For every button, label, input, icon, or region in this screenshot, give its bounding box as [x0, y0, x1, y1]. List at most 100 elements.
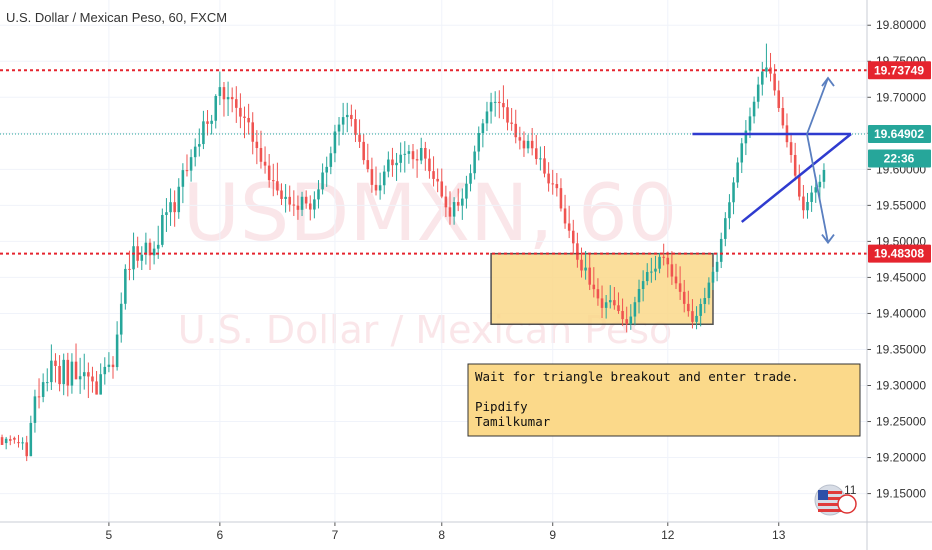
note-line: Wait for triangle breakout and enter tra… — [475, 369, 799, 384]
candle-body — [744, 130, 748, 144]
candle — [132, 232, 135, 281]
candle-body — [382, 171, 386, 186]
candle-body — [25, 442, 28, 457]
candle — [337, 117, 341, 146]
candle — [469, 164, 472, 192]
candle — [695, 306, 698, 330]
candle-body — [761, 71, 764, 85]
x-tick-label: 8 — [438, 528, 445, 542]
candle — [25, 435, 28, 462]
candle-body — [17, 442, 20, 444]
candle-body — [362, 141, 365, 161]
candle-body — [740, 143, 744, 163]
candle — [703, 287, 707, 314]
candle-body — [461, 198, 464, 206]
candle-body — [124, 268, 127, 304]
candle — [185, 154, 189, 177]
candle — [214, 94, 218, 129]
candle-body — [292, 204, 296, 206]
candle-body — [818, 181, 822, 188]
candle-body — [230, 97, 234, 100]
candle — [728, 194, 731, 230]
candle — [633, 296, 637, 326]
candle-body — [276, 181, 279, 191]
candle-body — [452, 202, 456, 217]
candle-body — [666, 257, 670, 265]
candle — [645, 263, 649, 286]
candle — [210, 114, 213, 135]
candle-body — [798, 175, 801, 197]
candle-body — [539, 158, 542, 160]
candle-body — [806, 201, 809, 211]
candle-body — [510, 122, 513, 124]
candle-body — [477, 133, 481, 152]
candle-body — [337, 124, 341, 132]
candle-body — [637, 289, 641, 303]
candle-body — [8, 439, 12, 441]
candle — [547, 162, 550, 192]
candle-body — [592, 284, 596, 290]
candle-body — [633, 302, 637, 317]
candle-body — [419, 148, 423, 161]
candle — [391, 147, 394, 177]
candle — [424, 141, 427, 171]
price-tag-bg — [868, 149, 931, 168]
candle — [193, 138, 197, 167]
price-tag-label: 19.48308 — [874, 247, 924, 261]
levels — [0, 69, 867, 255]
candle — [222, 82, 226, 117]
candle-body — [580, 259, 583, 271]
candle-body — [559, 188, 563, 209]
candle — [41, 373, 45, 403]
candle — [165, 198, 168, 232]
candle — [625, 306, 628, 333]
candle-body — [152, 248, 156, 256]
price-tag-bg — [868, 125, 931, 144]
candle — [280, 183, 283, 206]
candle-body — [374, 184, 378, 191]
candle — [687, 290, 690, 317]
candle-body — [440, 181, 444, 197]
candle — [761, 61, 764, 96]
candle-body — [300, 196, 304, 210]
candle — [604, 295, 608, 319]
candle — [818, 174, 822, 199]
grid — [0, 0, 867, 522]
candle — [699, 298, 702, 327]
candle-body — [571, 230, 575, 244]
candle-body — [756, 84, 760, 102]
candle-body — [588, 267, 591, 285]
candle-body — [407, 151, 411, 154]
candle-body — [391, 159, 394, 166]
candle — [300, 191, 304, 217]
candle — [354, 109, 357, 143]
candle-body — [247, 117, 250, 123]
candle-body — [181, 170, 185, 187]
note-box: Wait for triangle breakout and enter tra… — [467, 363, 861, 437]
candle-body — [284, 196, 287, 199]
candle-body — [345, 114, 349, 118]
candle — [789, 132, 793, 163]
badge-count: 11 — [844, 483, 857, 497]
price-tag-bg — [868, 61, 931, 80]
candle — [580, 247, 583, 278]
candle — [54, 353, 57, 383]
candle — [173, 190, 176, 227]
candle-body — [263, 161, 267, 166]
candle-body — [193, 146, 197, 158]
candle — [662, 243, 665, 266]
candle — [78, 357, 82, 394]
candle — [682, 279, 686, 313]
candle-body — [165, 212, 168, 216]
candle — [600, 285, 604, 318]
flag-badge-icon[interactable]: 11 — [814, 483, 857, 516]
candle — [329, 146, 333, 175]
candle-body — [498, 101, 501, 104]
candle-body — [514, 123, 518, 138]
candle-body — [161, 215, 164, 245]
candle — [313, 191, 316, 219]
candle-body — [370, 169, 374, 185]
candle — [202, 110, 205, 150]
